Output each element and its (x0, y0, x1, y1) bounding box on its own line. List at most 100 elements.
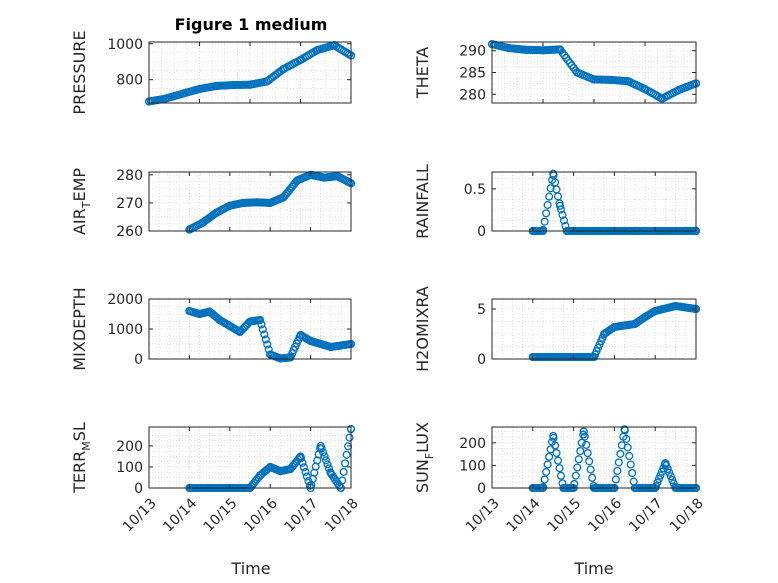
data-point (266, 198, 275, 207)
data-point (580, 432, 589, 441)
x-axis-label-right: Time (573, 559, 613, 578)
data-point (276, 354, 285, 363)
data-point (296, 55, 305, 64)
y-axis-label-main: PRESSURE (70, 30, 89, 114)
y-axis-label: RAINFALL (413, 164, 432, 239)
subplot-mixdepth: 0 1000 2000 MIXDEPTH (70, 287, 356, 371)
data-point (545, 192, 554, 201)
y-axis-label-main: TERR (70, 451, 89, 494)
y-tick-label: 1000 (107, 37, 143, 53)
data-point (579, 427, 588, 436)
axes-box (148, 426, 352, 489)
data-point (261, 335, 270, 344)
subplot-airtemp: 260 270 280 AIRTEMP (70, 168, 356, 240)
y-tick-label: 5 (477, 302, 486, 318)
subplot-sunflux: 0 100 200 10/13 10/14 10/15 10/16 10/17 10/18 SUN… (413, 422, 707, 535)
data-point (293, 176, 302, 185)
y-tick-label: 290 (459, 44, 486, 60)
data-point (674, 85, 684, 94)
data-point (326, 469, 335, 478)
data-point (555, 464, 564, 473)
data-point (205, 307, 214, 316)
data-point (263, 340, 272, 349)
data-point (556, 205, 566, 214)
subplot-h2omixra: 0 5 H2OMIXRA (413, 286, 701, 372)
subplot-theta: 280 285 290 THETA (413, 40, 701, 104)
data-point (264, 464, 273, 473)
x-tick-label: 10/16 (241, 495, 281, 535)
data-point (614, 458, 623, 467)
subplot-pressure: 800 1000 PRESSURE (70, 30, 356, 115)
x-tick-label: 10/14 (504, 495, 544, 535)
data-point (260, 330, 269, 339)
data-point (588, 473, 597, 482)
y-tick-label: 200 (116, 439, 143, 455)
y-tick-label: 270 (116, 196, 143, 212)
data-point (212, 81, 221, 91)
data-point (628, 468, 637, 478)
y-tick-label: 0 (477, 352, 486, 368)
x-axis-label-left: Time (230, 559, 270, 578)
data-point (572, 68, 582, 77)
y-axis-label-sub: M (80, 441, 93, 451)
y-axis-label-main: SUN (413, 459, 432, 493)
data-point (299, 463, 309, 472)
y-tick-label: 100 (116, 460, 143, 476)
y-tick-label: 260 (116, 224, 143, 240)
x-tick-label: 10/16 (585, 495, 625, 535)
data-point (555, 45, 565, 54)
data-point (589, 352, 599, 362)
data-point (313, 46, 322, 55)
y-tick-label: 280 (116, 168, 143, 184)
data-point (323, 460, 332, 469)
data-point (654, 474, 663, 484)
data-point (225, 321, 234, 331)
data-point (552, 448, 561, 458)
data-point (571, 471, 580, 480)
data-point (630, 319, 639, 329)
data-point (215, 315, 224, 325)
data-point (262, 77, 271, 86)
data-point (276, 467, 285, 476)
x-tick-label: 10/13 (463, 495, 503, 535)
data-point (320, 452, 329, 461)
data-point (342, 450, 351, 459)
data-point (185, 306, 194, 316)
data-point (540, 217, 549, 226)
data-point (306, 170, 315, 179)
y-axis-label-main: AIR (70, 208, 89, 235)
data-point (555, 201, 565, 210)
y-axis-label: H2OMIXRA (413, 286, 432, 372)
data-point (198, 218, 207, 227)
axes-box (491, 298, 697, 360)
x-tick-label: 10/17 (281, 495, 321, 535)
data-point (600, 329, 609, 339)
data-point (256, 471, 265, 480)
x-tick-label: 10/15 (544, 495, 584, 535)
x-tick-label: 10/15 (201, 495, 241, 535)
data-point (661, 459, 670, 468)
data-point (553, 456, 563, 465)
y-axis-label-suffix: EMP (70, 168, 89, 202)
data-point (656, 471, 665, 480)
data-point (625, 451, 634, 461)
y-tick-label: 280 (459, 87, 486, 103)
data-point (585, 457, 594, 466)
y-axis-label-sub: F (423, 453, 436, 459)
data-point (589, 75, 599, 84)
series-markers (487, 40, 701, 103)
data-point (586, 465, 595, 474)
data-point (550, 441, 560, 450)
y-tick-label: 0 (134, 481, 143, 497)
data-point (185, 225, 194, 234)
data-point (306, 336, 315, 346)
y-tick-label: 200 (459, 436, 486, 452)
y-axis-label-suffix: SL (70, 422, 89, 441)
data-point (574, 455, 583, 464)
data-point (301, 467, 310, 476)
data-point (296, 452, 305, 461)
y-axis-label-main: THETA (413, 47, 432, 99)
data-point (549, 169, 558, 178)
data-point (549, 352, 558, 362)
